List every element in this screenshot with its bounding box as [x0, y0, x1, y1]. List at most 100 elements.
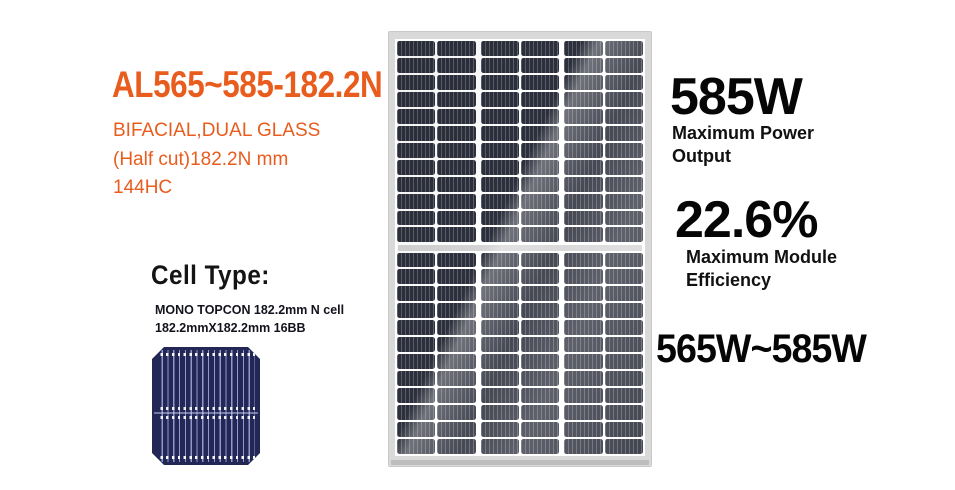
panel-half-cell [480, 227, 519, 243]
panel-half-cell [480, 405, 519, 421]
panel-cell-row [397, 91, 643, 107]
panel-half-cell [564, 354, 603, 370]
cell-spec-line-2: 182.2mmX182.2mm 16BB [155, 320, 306, 335]
panel-half-cell [520, 303, 560, 319]
feature-line-halfcut: (Half cut)182.2N mm [113, 149, 289, 170]
panel-half-cell [480, 210, 519, 226]
panel-half-cell [564, 210, 603, 226]
wafer-middle-seam [154, 412, 258, 414]
panel-cell-row [397, 108, 643, 124]
panel-half-cell [437, 193, 476, 209]
panel-cell-row [397, 176, 643, 192]
panel-half-cell [480, 371, 519, 387]
panel-half-cell [564, 74, 603, 90]
panel-half-cell [520, 159, 560, 175]
panel-half-cell [604, 354, 643, 370]
panel-half-cell [480, 193, 519, 209]
panel-half-cell [604, 74, 643, 90]
panel-half-cell [564, 422, 603, 437]
panel-cell-row [397, 193, 643, 209]
panel-half-cell [437, 286, 476, 302]
panel-half-cell [604, 41, 643, 56]
wafer-solder-dots [157, 347, 255, 465]
panel-cell-row [397, 142, 643, 158]
panel-half-cell [564, 41, 603, 56]
panel-cell-row [397, 438, 643, 454]
panel-half-cell [564, 320, 603, 336]
panel-half-cell [564, 405, 603, 421]
panel-middle-divider [398, 244, 642, 251]
panel-half-cell [604, 438, 643, 454]
panel-half-cell [604, 320, 643, 336]
panel-half-cell [437, 227, 476, 243]
panel-half-cell [604, 227, 643, 243]
panel-half-cell [397, 252, 436, 268]
panel-half-cell [520, 227, 560, 243]
panel-half-cell [564, 159, 603, 175]
panel-half-cell [437, 320, 476, 336]
panel-cell-row [397, 210, 643, 226]
panel-half-cell [564, 125, 603, 141]
panel-half-cell [397, 371, 436, 387]
panel-half-cell [397, 142, 436, 158]
panel-half-cell [397, 320, 436, 336]
panel-half-cell [480, 286, 519, 302]
max-power-value: 585W [670, 68, 803, 126]
panel-half-cell [604, 388, 643, 404]
panel-half-cell [397, 227, 436, 243]
panel-half-cell [437, 269, 476, 285]
panel-half-cell [564, 193, 603, 209]
panel-half-cell [520, 438, 560, 454]
panel-half-cell [520, 337, 560, 353]
panel-half-cell [604, 252, 643, 268]
panel-half-cell [480, 142, 519, 158]
panel-cell-row [397, 125, 643, 141]
panel-half-cell [437, 354, 476, 370]
panel-half-cell [520, 286, 560, 302]
panel-half-cell [520, 388, 560, 404]
panel-half-cell [520, 74, 560, 90]
panel-half-cell [397, 405, 436, 421]
panel-half-cell [480, 159, 519, 175]
panel-half-cell [437, 422, 476, 437]
panel-half-cell [437, 176, 476, 192]
panel-half-cell [604, 371, 643, 387]
panel-half-cell [564, 438, 603, 454]
panel-top-half [397, 41, 643, 243]
efficiency-value: 22.6% [675, 191, 818, 249]
panel-half-cell [480, 57, 519, 73]
panel-half-cell [520, 354, 560, 370]
panel-half-cell [397, 422, 436, 437]
panel-half-cell [564, 142, 603, 158]
panel-cell-row [397, 371, 643, 387]
panel-cell-row [397, 354, 643, 370]
feature-line-bifacial: BIFACIAL,DUAL GLASS [113, 120, 321, 141]
panel-half-cell [480, 354, 519, 370]
panel-half-cell [480, 422, 519, 437]
panel-half-cell [437, 438, 476, 454]
panel-half-cell [480, 388, 519, 404]
panel-half-cell [397, 74, 436, 90]
panel-cell-row [397, 227, 643, 243]
cell-type-heading: Cell Type: [151, 260, 270, 290]
panel-half-cell [604, 57, 643, 73]
panel-half-cell [397, 210, 436, 226]
panel-half-cell [604, 108, 643, 124]
efficiency-label-line2: Efficiency [686, 270, 772, 291]
panel-cell-row [397, 337, 643, 353]
panel-half-cell [564, 269, 603, 285]
panel-half-cell [520, 252, 560, 268]
panel-half-cell [564, 252, 603, 268]
max-power-label-line1: Maximum Power [672, 123, 815, 143]
panel-cell-row [397, 74, 643, 90]
panel-cell-row [397, 388, 643, 404]
panel-half-cell [397, 193, 436, 209]
panel-half-cell [564, 303, 603, 319]
panel-half-cell [604, 91, 643, 107]
panel-half-cell [564, 286, 603, 302]
panel-half-cell [437, 405, 476, 421]
panel-half-cell [604, 176, 643, 192]
panel-half-cell [437, 74, 476, 90]
panel-cell-row [397, 320, 643, 336]
panel-half-cell [397, 108, 436, 124]
